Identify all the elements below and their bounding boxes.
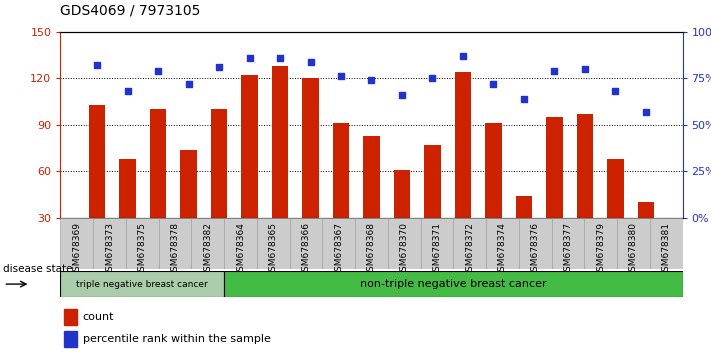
- Bar: [60, 218, 93, 269]
- Bar: [159, 218, 191, 269]
- Point: [365, 78, 377, 83]
- Bar: [421, 218, 454, 269]
- Point: [579, 66, 591, 72]
- Text: GSM678378: GSM678378: [171, 222, 180, 277]
- Bar: [546, 117, 563, 218]
- Text: count: count: [82, 312, 114, 322]
- Text: GSM678370: GSM678370: [400, 222, 409, 277]
- Point: [427, 75, 438, 81]
- Point: [213, 64, 225, 70]
- Bar: [577, 114, 593, 218]
- Text: GSM678377: GSM678377: [563, 222, 572, 277]
- Bar: [454, 218, 486, 269]
- Point: [610, 88, 621, 94]
- Text: non-triple negative breast cancer: non-triple negative breast cancer: [360, 279, 547, 289]
- Text: GSM678368: GSM678368: [367, 222, 376, 277]
- Bar: [388, 218, 421, 269]
- Bar: [363, 136, 380, 218]
- Text: GSM678366: GSM678366: [301, 222, 311, 277]
- Bar: [224, 218, 257, 269]
- Bar: [333, 123, 349, 218]
- Bar: [224, 271, 683, 297]
- Bar: [486, 218, 519, 269]
- Text: GSM678367: GSM678367: [334, 222, 343, 277]
- Point: [457, 53, 469, 59]
- Text: GSM678380: GSM678380: [629, 222, 638, 277]
- Bar: [552, 218, 584, 269]
- Text: GSM678381: GSM678381: [662, 222, 670, 277]
- Bar: [180, 149, 197, 218]
- Bar: [210, 109, 228, 218]
- Text: percentile rank within the sample: percentile rank within the sample: [82, 334, 271, 344]
- Text: GSM678373: GSM678373: [105, 222, 114, 277]
- Text: GDS4069 / 7973105: GDS4069 / 7973105: [60, 4, 201, 18]
- Bar: [638, 202, 654, 218]
- Text: GSM678379: GSM678379: [597, 222, 605, 277]
- Point: [92, 63, 103, 68]
- Bar: [150, 109, 166, 218]
- Bar: [63, 309, 77, 325]
- Bar: [322, 218, 355, 269]
- Bar: [89, 105, 105, 218]
- Bar: [60, 271, 224, 297]
- Bar: [126, 218, 159, 269]
- Point: [305, 59, 316, 64]
- Text: GSM678371: GSM678371: [432, 222, 442, 277]
- Bar: [617, 218, 650, 269]
- Text: GSM678369: GSM678369: [73, 222, 81, 277]
- Bar: [302, 78, 319, 218]
- Point: [488, 81, 499, 87]
- Bar: [424, 145, 441, 218]
- Point: [396, 92, 407, 98]
- Text: GSM678365: GSM678365: [269, 222, 278, 277]
- Bar: [607, 159, 624, 218]
- Point: [518, 96, 530, 102]
- Point: [122, 88, 133, 94]
- Bar: [394, 170, 410, 218]
- Text: disease state: disease state: [4, 264, 73, 274]
- Text: GSM678376: GSM678376: [530, 222, 540, 277]
- Bar: [355, 218, 388, 269]
- Bar: [650, 218, 683, 269]
- Bar: [454, 72, 471, 218]
- Bar: [191, 218, 224, 269]
- Bar: [93, 218, 126, 269]
- Bar: [519, 218, 552, 269]
- Point: [640, 109, 651, 115]
- Bar: [289, 218, 322, 269]
- Point: [152, 68, 164, 74]
- Point: [244, 55, 255, 61]
- Text: GSM678375: GSM678375: [138, 222, 146, 277]
- Bar: [515, 196, 533, 218]
- Text: GSM678372: GSM678372: [465, 222, 474, 277]
- Bar: [272, 66, 289, 218]
- Bar: [63, 331, 77, 347]
- Point: [183, 81, 194, 87]
- Point: [549, 68, 560, 74]
- Point: [336, 74, 347, 79]
- Bar: [257, 218, 289, 269]
- Bar: [119, 159, 136, 218]
- Text: GSM678364: GSM678364: [236, 222, 245, 277]
- Text: triple negative breast cancer: triple negative breast cancer: [76, 280, 208, 289]
- Bar: [241, 75, 258, 218]
- Text: GSM678382: GSM678382: [203, 222, 213, 277]
- Bar: [485, 123, 502, 218]
- Text: GSM678374: GSM678374: [498, 222, 507, 277]
- Bar: [584, 218, 617, 269]
- Point: [274, 55, 286, 61]
